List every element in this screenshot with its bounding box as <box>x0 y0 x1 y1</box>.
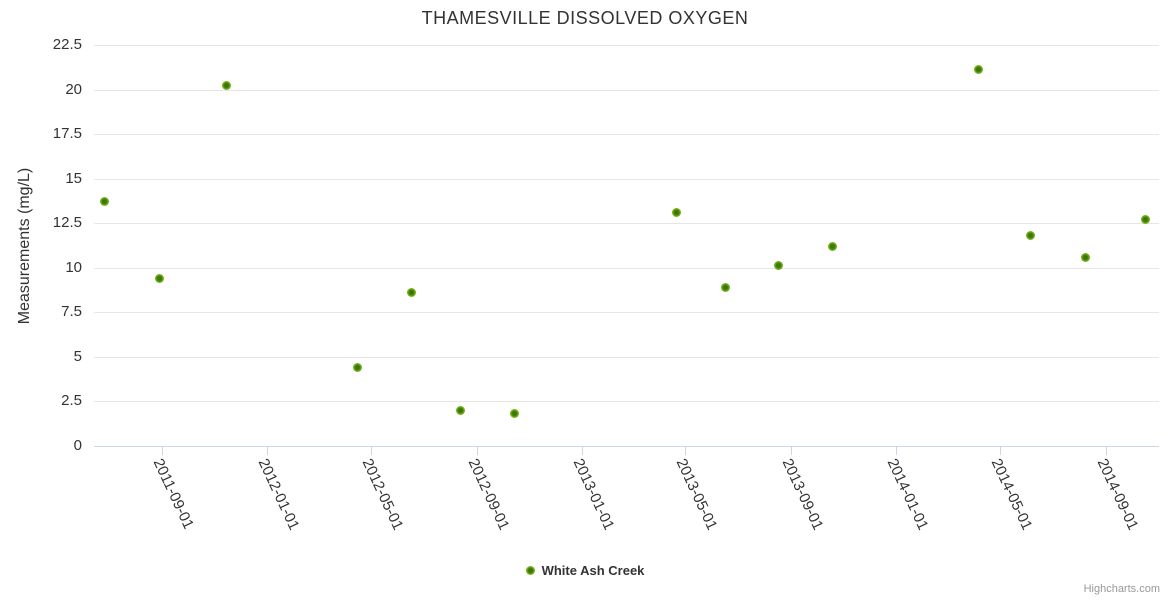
data-point[interactable] <box>1081 252 1091 262</box>
x-tick-mark <box>685 447 687 455</box>
y-tick-label: 10 <box>65 258 82 276</box>
gridline <box>94 45 1159 46</box>
x-tick-label: 2013-01-01 <box>569 456 618 533</box>
gridline <box>94 312 1159 314</box>
chart-title: THAMESVILLE DISSOLVED OXYGEN <box>421 8 749 28</box>
legend-series-label: White Ash Creek <box>541 563 645 578</box>
x-tick-mark <box>477 447 479 455</box>
x-tick-mark <box>267 447 269 455</box>
x-tick-label: 2014-09-01 <box>1093 456 1142 533</box>
data-point[interactable] <box>456 405 466 415</box>
y-tick-label: 12.5 <box>52 214 82 232</box>
x-axis-line <box>94 446 1159 447</box>
gridline <box>94 134 1159 136</box>
series-marker-icon <box>525 566 535 575</box>
x-tick-label: 2012-01-01 <box>254 456 303 533</box>
y-tick-label: 22.5 <box>52 36 82 53</box>
gridline <box>94 89 1159 91</box>
y-tick-label: 5 <box>73 347 82 365</box>
data-point[interactable] <box>672 208 682 218</box>
y-tick-label: 15 <box>65 169 82 187</box>
x-tick-mark <box>1105 447 1107 455</box>
x-tick-label: 2012-05-01 <box>358 456 407 533</box>
gridline <box>94 223 1159 225</box>
x-tick-label: 2012-09-01 <box>464 456 513 533</box>
legend[interactable]: White Ash Creek <box>0 563 1170 578</box>
x-tick-mark <box>896 447 898 455</box>
gridline <box>94 267 1159 269</box>
x-tick-label: 2013-05-01 <box>673 456 721 533</box>
x-tick-label: 2011-09-01 <box>149 456 197 532</box>
data-point[interactable] <box>154 273 164 283</box>
y-tick-label: 7.5 <box>61 303 82 321</box>
data-point[interactable] <box>99 197 109 207</box>
gridline <box>94 356 1159 358</box>
y-tick-label: 0 <box>73 437 82 454</box>
x-tick-mark <box>582 447 584 455</box>
data-point[interactable] <box>828 241 838 251</box>
y-tick-label: 17.5 <box>52 125 82 143</box>
data-point[interactable] <box>352 363 362 373</box>
gridline <box>94 401 1159 403</box>
data-point[interactable] <box>773 261 783 271</box>
y-tick-label: 20 <box>65 80 82 98</box>
data-point[interactable] <box>1026 231 1036 241</box>
gridline <box>94 178 1159 180</box>
data-point[interactable] <box>720 282 730 292</box>
x-tick-mark <box>162 447 163 455</box>
data-point[interactable] <box>407 288 417 298</box>
y-tick-label: 2.5 <box>61 392 82 410</box>
x-tick-label: 2014-05-01 <box>987 456 1036 533</box>
x-tick-label: 2014-01-01 <box>883 456 932 533</box>
data-point[interactable] <box>509 409 519 419</box>
x-tick-mark <box>999 447 1001 455</box>
data-point[interactable] <box>973 65 983 75</box>
data-point[interactable] <box>1140 215 1150 225</box>
x-tick-label: 2013-09-01 <box>778 456 827 533</box>
x-tick-mark <box>371 447 373 455</box>
highcharts-credits-link[interactable]: Highcharts.com <box>1083 583 1160 595</box>
data-point[interactable] <box>222 81 232 91</box>
x-tick-mark <box>791 447 793 455</box>
